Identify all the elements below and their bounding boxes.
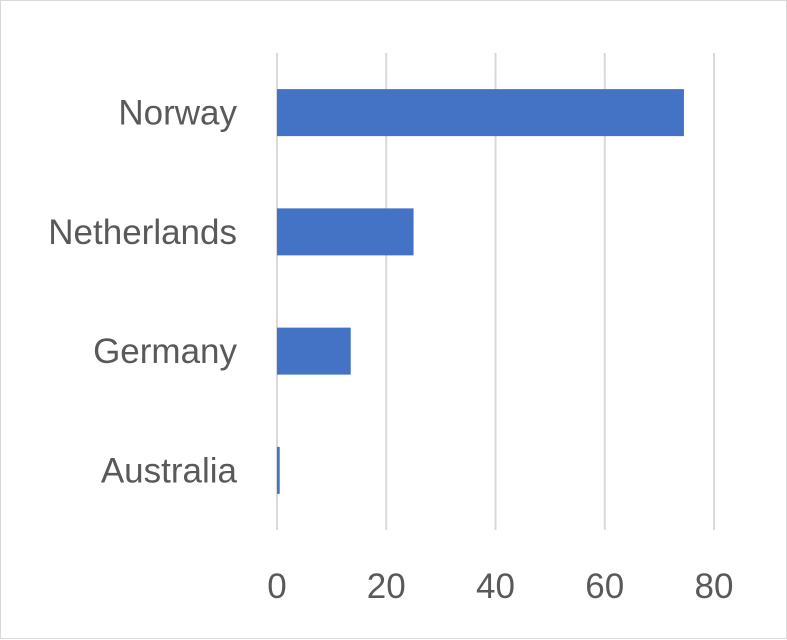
category-label-germany: Germany <box>93 332 237 371</box>
x-axis-tick-labels: 0 20 40 60 80 <box>267 567 733 606</box>
x-tick-label-0: 0 <box>267 567 286 606</box>
category-label-australia: Australia <box>101 451 238 490</box>
category-labels: Norway Netherlands Germany Australia <box>48 94 237 491</box>
x-tick-label-60: 60 <box>585 567 624 606</box>
x-tick-label-20: 20 <box>367 567 406 606</box>
x-tick-label-40: 40 <box>476 567 515 606</box>
bar-australia <box>277 446 280 494</box>
category-label-netherlands: Netherlands <box>48 213 237 252</box>
bar-netherlands <box>277 208 414 256</box>
x-tick-label-80: 80 <box>695 567 734 606</box>
bar-germany <box>277 327 351 375</box>
category-label-norway: Norway <box>118 94 237 133</box>
bars <box>277 89 684 494</box>
bar-norway <box>277 89 684 137</box>
